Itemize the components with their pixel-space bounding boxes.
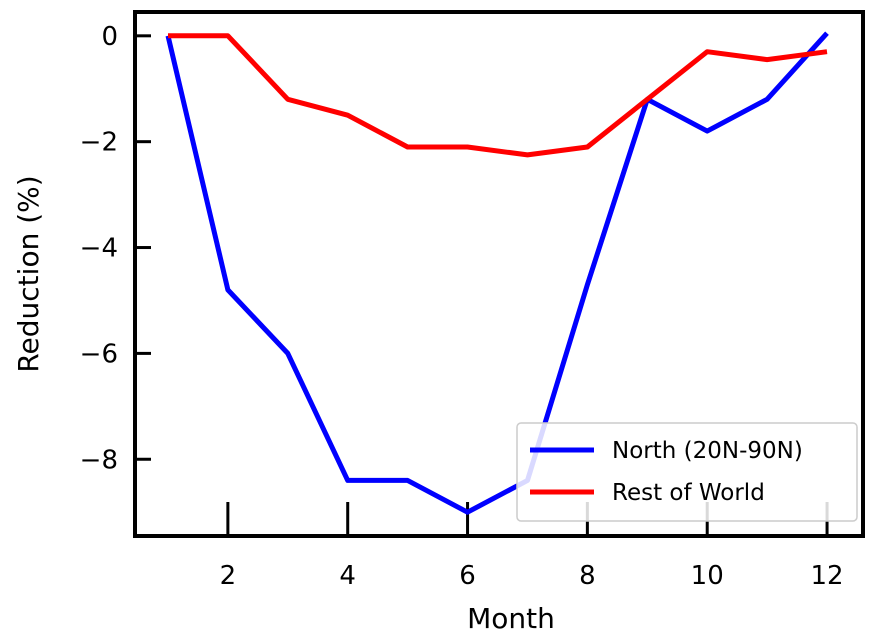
y-tick-label-4: −8 [80,445,118,475]
y-tick-labels: 0 −2 −4 −6 −8 [80,22,118,475]
plot-frame [133,10,865,538]
legend-box [516,422,858,522]
y-tick-label-3: −6 [80,339,118,369]
legend-label-rest-of-world: Rest of World [612,480,765,506]
y-tick-label-2: −4 [80,234,118,264]
x-tick-label-2: 2 [220,561,237,591]
x-tick-label-6: 6 [459,561,476,591]
series-lines [165,31,829,515]
x-tick-label-10: 10 [691,561,724,591]
y-tick-label-0: 0 [101,22,118,52]
x-tick-label-12: 12 [811,561,844,591]
series-line-0 [165,31,829,515]
legend-label-north: North (20N-90N) [612,438,803,464]
y-axis-label: Reduction (%) [12,175,45,372]
x-tick-label-8: 8 [579,561,596,591]
x-axis-label: Month [467,602,555,635]
x-tick-label-4: 4 [339,561,356,591]
series-line-1 [168,33,828,158]
legend: North (20N-90N) Rest of World [516,422,858,522]
y-tick-label-1: −2 [80,128,118,158]
x-tick-labels: 2 4 6 8 10 12 [220,561,844,591]
